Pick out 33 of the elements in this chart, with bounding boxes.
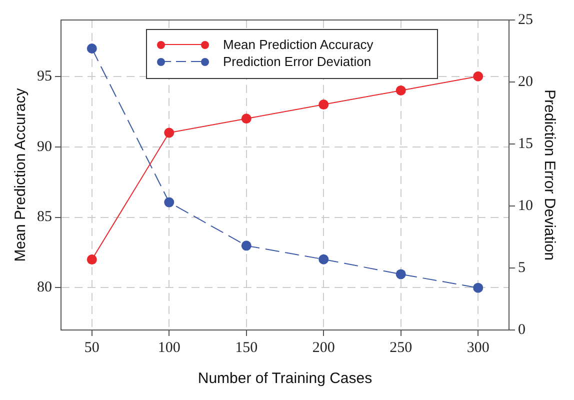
- point: [473, 282, 484, 293]
- point: [241, 240, 252, 251]
- y2-tick-label: 15: [518, 136, 533, 152]
- legend-label: Prediction Error Deviation: [223, 54, 372, 69]
- x-tick-label: 200: [312, 340, 335, 356]
- y2-tick-label: 10: [518, 198, 533, 214]
- y2-tick-label: 25: [518, 12, 533, 28]
- point: [164, 128, 174, 138]
- point: [396, 85, 406, 96]
- y-tick-label: 85: [37, 209, 52, 226]
- legend-label: Mean Prediction Accuracy: [223, 37, 374, 52]
- x-tick-label: 250: [390, 340, 412, 356]
- point: [396, 269, 406, 280]
- x-axis-title: Number of Training Cases: [198, 370, 372, 388]
- y-tick-label: 90: [37, 138, 52, 155]
- y-tick-label: 95: [37, 68, 52, 84]
- y2-tick-label: 5: [518, 260, 526, 276]
- point: [164, 197, 174, 208]
- point: [241, 114, 252, 124]
- y2-axis-title: Prediction Error Deviation: [540, 90, 558, 260]
- y-tick-label: 80: [37, 280, 52, 296]
- y2-tick-label: 0: [518, 322, 526, 338]
- point: [318, 100, 329, 110]
- x-tick-label: 50: [84, 340, 100, 356]
- y-axis-title: Mean Prediction Accuracy: [12, 88, 30, 262]
- point: [86, 254, 97, 265]
- y2-tick-label: 20: [518, 74, 533, 90]
- x-tick-label: 150: [235, 340, 258, 356]
- point: [318, 254, 329, 264]
- x-tick-label: 300: [466, 340, 490, 356]
- point: [473, 71, 484, 82]
- point: [86, 44, 97, 54]
- x-tick-label: 100: [158, 340, 180, 356]
